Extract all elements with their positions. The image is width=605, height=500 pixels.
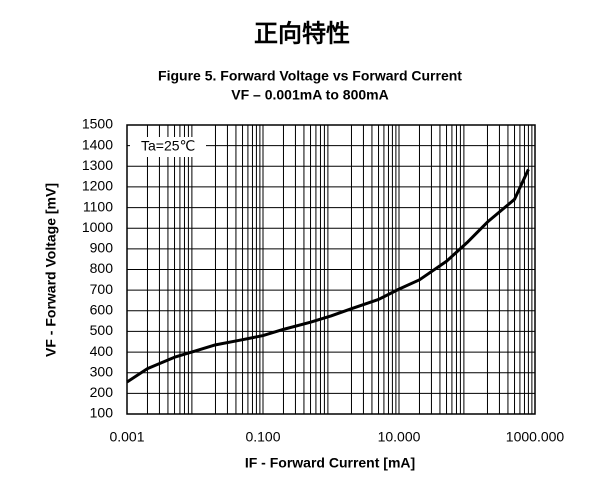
- plot-frame: [126, 124, 536, 415]
- page-heading: 正向特性: [254, 19, 350, 48]
- x-tick-label: 1000.000: [506, 429, 565, 445]
- y-tick-label: 1200: [82, 178, 113, 194]
- x-tick-label: 10.000: [378, 429, 421, 445]
- data-line: [126, 168, 530, 384]
- x-axis-label: IF - Forward Current [mA]: [245, 455, 415, 471]
- y-tick-label: 700: [90, 281, 114, 297]
- y-tick-label: 800: [90, 260, 114, 276]
- y-tick-label: 1400: [82, 136, 113, 152]
- y-tick-label: 1000: [82, 219, 113, 235]
- y-tick-label: 1100: [83, 198, 113, 214]
- annotation: Ta=25℃: [141, 138, 195, 154]
- y-tick-label: 500: [90, 322, 114, 338]
- y-tick-label: 100: [90, 405, 114, 421]
- y-tick-label: 1500: [82, 116, 113, 132]
- chart-subtitle: VF – 0.001mA to 800mA: [231, 87, 388, 103]
- x-tick-label: 0.001: [109, 429, 144, 445]
- chart-title: Figure 5. Forward Voltage vs Forward Cur…: [158, 68, 462, 84]
- x-tick-label: 0.100: [245, 429, 280, 445]
- y-axis-label: VF - Forward Voltage [mV]: [43, 183, 59, 357]
- y-tick-label: 1300: [82, 157, 113, 173]
- y-tick-label: 900: [90, 240, 114, 256]
- y-tick-label: 400: [90, 343, 114, 359]
- y-tick-label: 600: [90, 301, 114, 317]
- annotation-box: [130, 137, 206, 157]
- y-tick-label: 300: [90, 363, 114, 379]
- y-tick-label: 200: [90, 384, 114, 400]
